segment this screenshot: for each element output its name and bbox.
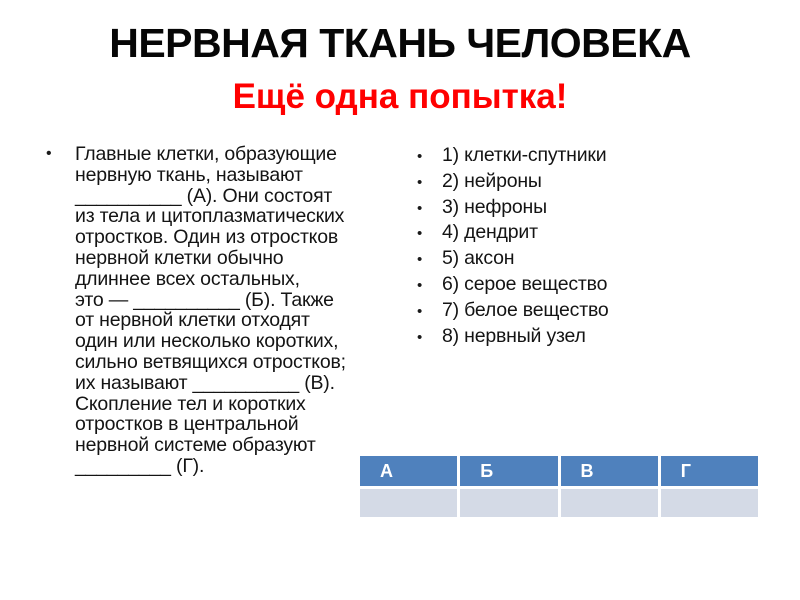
answer-cell-v [560, 489, 658, 517]
option-bullet-icon: • [417, 225, 423, 243]
answer-cell-b [460, 489, 558, 517]
option-item: • 8) нервный узел [417, 324, 609, 350]
option-item: • 2) нейроны [417, 169, 609, 195]
question-text: Главные клетки, образующие нервную ткань… [75, 143, 346, 477]
option-text: 2) нейроны [442, 169, 542, 192]
option-bullet-icon: • [417, 148, 423, 165]
table-header-v: В [560, 456, 658, 486]
option-item: • 5) аксон [417, 246, 609, 272]
option-item: • 1) клетки-спутники [417, 143, 609, 169]
table-header-b: Б [460, 456, 558, 486]
option-text: 5) аксон [442, 247, 515, 270]
table-header-g: Г [660, 456, 758, 486]
table-header-a: А [360, 456, 458, 486]
slide-subtitle: Ещё одна попытка! [232, 77, 568, 116]
option-item: • 6) серое вещество [417, 272, 609, 298]
answer-cell-a [360, 489, 458, 517]
option-bullet-icon: • [417, 199, 423, 217]
option-bullet-icon: • [417, 328, 423, 346]
answer-table-empty-row [360, 489, 758, 517]
option-text: 4) дендрит [442, 221, 538, 244]
option-bullet-icon: • [417, 251, 423, 269]
slide-title: НЕРВНАЯ ТКАНЬ ЧЕЛОВЕКА [109, 20, 691, 66]
answer-table: А Б В Г [360, 456, 758, 517]
option-bullet-icon: • [417, 276, 423, 294]
option-text: 1) клетки-спутники [442, 144, 607, 166]
option-item: • 3) нефроны [417, 195, 609, 221]
option-text: 3) нефроны [442, 195, 547, 218]
answer-cell-g [660, 489, 758, 517]
option-text: 8) нервный узел [442, 324, 586, 347]
option-item: • 7) белое вещество [417, 298, 609, 324]
option-text: 7) белое вещество [442, 298, 609, 321]
option-bullet-icon: • [417, 173, 423, 191]
question-bullet-icon: • [46, 145, 52, 162]
options-list: • 1) клетки-спутники • 2) нейроны • 3) н… [417, 143, 609, 349]
option-item: • 4) дендрит [417, 220, 609, 246]
option-bullet-icon: • [417, 302, 423, 320]
option-text: 6) серое вещество [442, 272, 608, 295]
answer-table-header-row: А Б В Г [360, 456, 758, 486]
